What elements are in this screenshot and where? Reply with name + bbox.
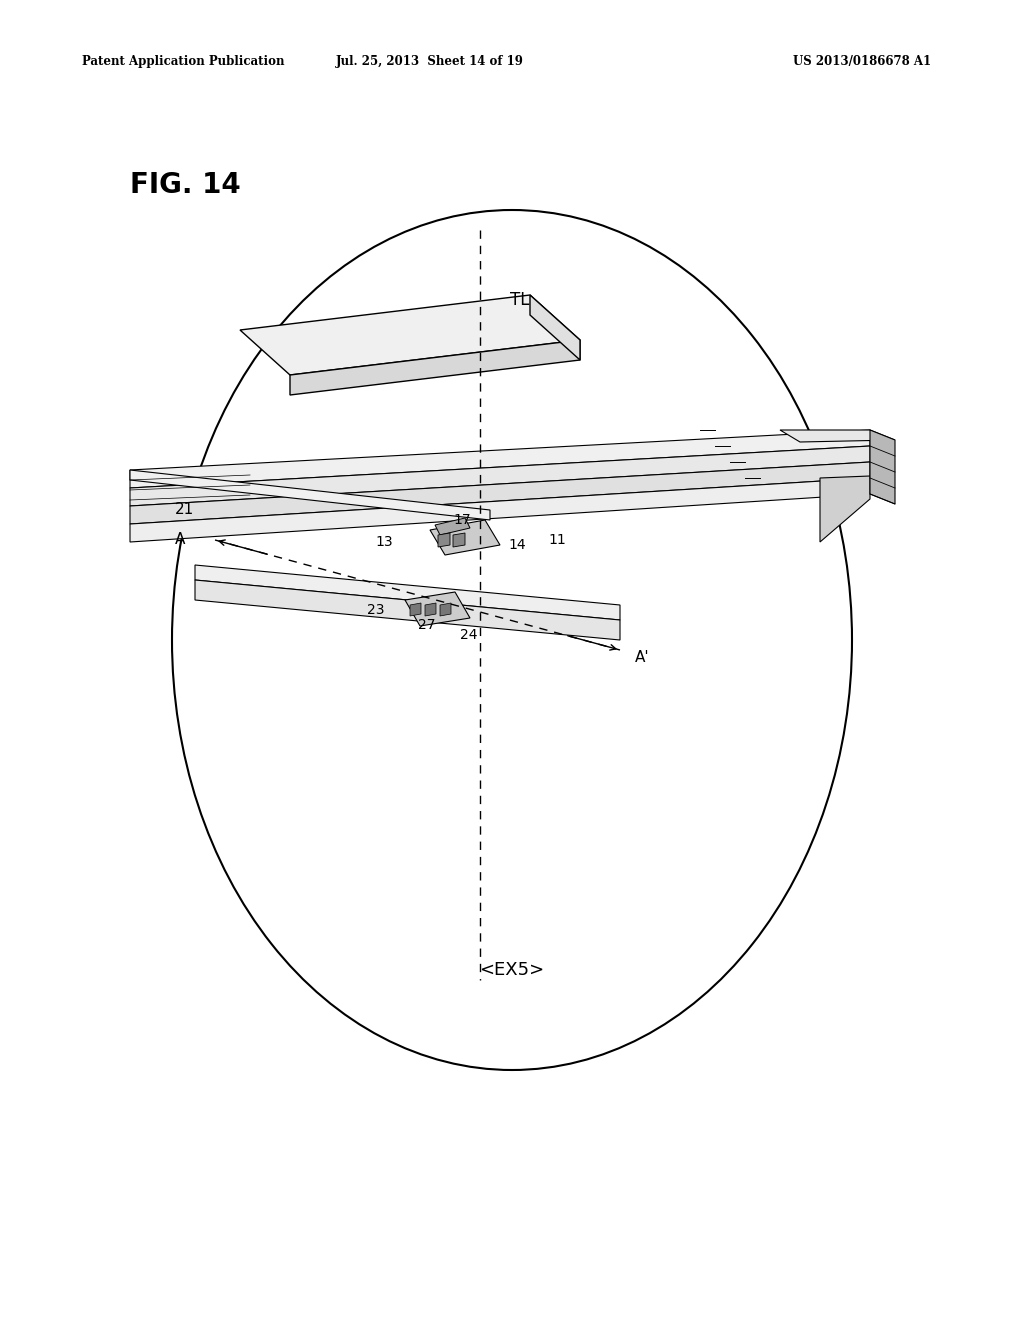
Text: Jul. 25, 2013  Sheet 14 of 19: Jul. 25, 2013 Sheet 14 of 19 [336,55,524,69]
Polygon shape [130,462,870,524]
Text: A': A' [635,651,649,665]
Polygon shape [425,603,436,616]
Polygon shape [290,341,580,395]
Text: US 2013/0186678 A1: US 2013/0186678 A1 [793,55,931,69]
Polygon shape [130,430,870,488]
Polygon shape [530,294,580,360]
Text: 13: 13 [376,535,393,549]
Polygon shape [438,533,450,546]
Text: 17: 17 [453,513,471,527]
Text: 24: 24 [460,628,477,642]
Polygon shape [780,430,895,442]
Polygon shape [130,478,870,543]
Polygon shape [130,470,490,520]
Polygon shape [820,477,870,543]
Text: FIG. 14: FIG. 14 [130,172,241,199]
Text: TL: TL [510,290,529,309]
Polygon shape [453,533,465,546]
Text: A: A [175,532,185,548]
Text: 11: 11 [548,533,565,546]
Text: 23: 23 [368,603,385,616]
Polygon shape [195,579,620,640]
Polygon shape [435,517,470,535]
Polygon shape [410,603,421,616]
Polygon shape [195,565,620,620]
Text: <EX5>: <EX5> [479,961,545,979]
Text: 27: 27 [418,618,435,632]
Polygon shape [406,591,470,626]
Polygon shape [430,520,500,554]
Text: Patent Application Publication: Patent Application Publication [82,55,285,69]
Polygon shape [440,603,451,616]
Text: 14: 14 [508,539,525,552]
Text: 21: 21 [175,503,195,517]
Polygon shape [240,294,580,375]
Polygon shape [130,446,870,506]
Polygon shape [870,430,895,504]
